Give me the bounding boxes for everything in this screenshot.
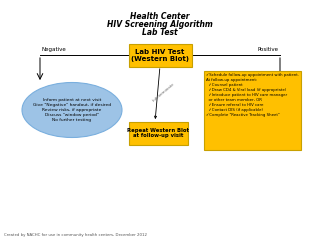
Text: Health Center: Health Center: [130, 12, 190, 21]
Text: Indeterminate: Indeterminate: [152, 82, 176, 102]
Ellipse shape: [22, 83, 122, 138]
FancyBboxPatch shape: [204, 71, 300, 150]
FancyArrowPatch shape: [155, 69, 160, 118]
Text: Inform patient at next visit
Give "Negative" handout, if desired
Review risks, i: Inform patient at next visit Give "Negat…: [33, 98, 111, 122]
Text: Lab HIV Test
(Western Blot): Lab HIV Test (Western Blot): [131, 48, 189, 61]
Text: ✓Schedule follow-up appointment with patient.
At follow-up appointment:
  ✓Couns: ✓Schedule follow-up appointment with pat…: [206, 73, 299, 117]
Text: Lab Test: Lab Test: [142, 28, 178, 37]
FancyBboxPatch shape: [129, 121, 188, 144]
FancyBboxPatch shape: [129, 43, 191, 66]
Text: HIV Screening Algorithm: HIV Screening Algorithm: [107, 20, 213, 29]
Text: Repeat Western Blot
at follow-up visit: Repeat Western Blot at follow-up visit: [127, 128, 189, 138]
Text: Negative: Negative: [42, 47, 67, 52]
Text: Created by NACHC for use in community health centers, December 2012: Created by NACHC for use in community he…: [4, 233, 147, 237]
Text: Positive: Positive: [257, 47, 278, 52]
